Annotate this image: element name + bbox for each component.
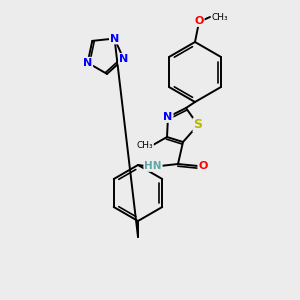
Text: O: O [198, 161, 208, 171]
Text: CH₃: CH₃ [212, 13, 229, 22]
Text: N: N [83, 58, 92, 68]
Text: S: S [194, 118, 202, 131]
Text: N: N [164, 112, 172, 122]
Text: HN: HN [144, 161, 162, 171]
Text: O: O [194, 16, 204, 26]
Text: N: N [110, 34, 119, 44]
Text: CH₃: CH₃ [137, 140, 153, 149]
Text: N: N [119, 54, 128, 64]
